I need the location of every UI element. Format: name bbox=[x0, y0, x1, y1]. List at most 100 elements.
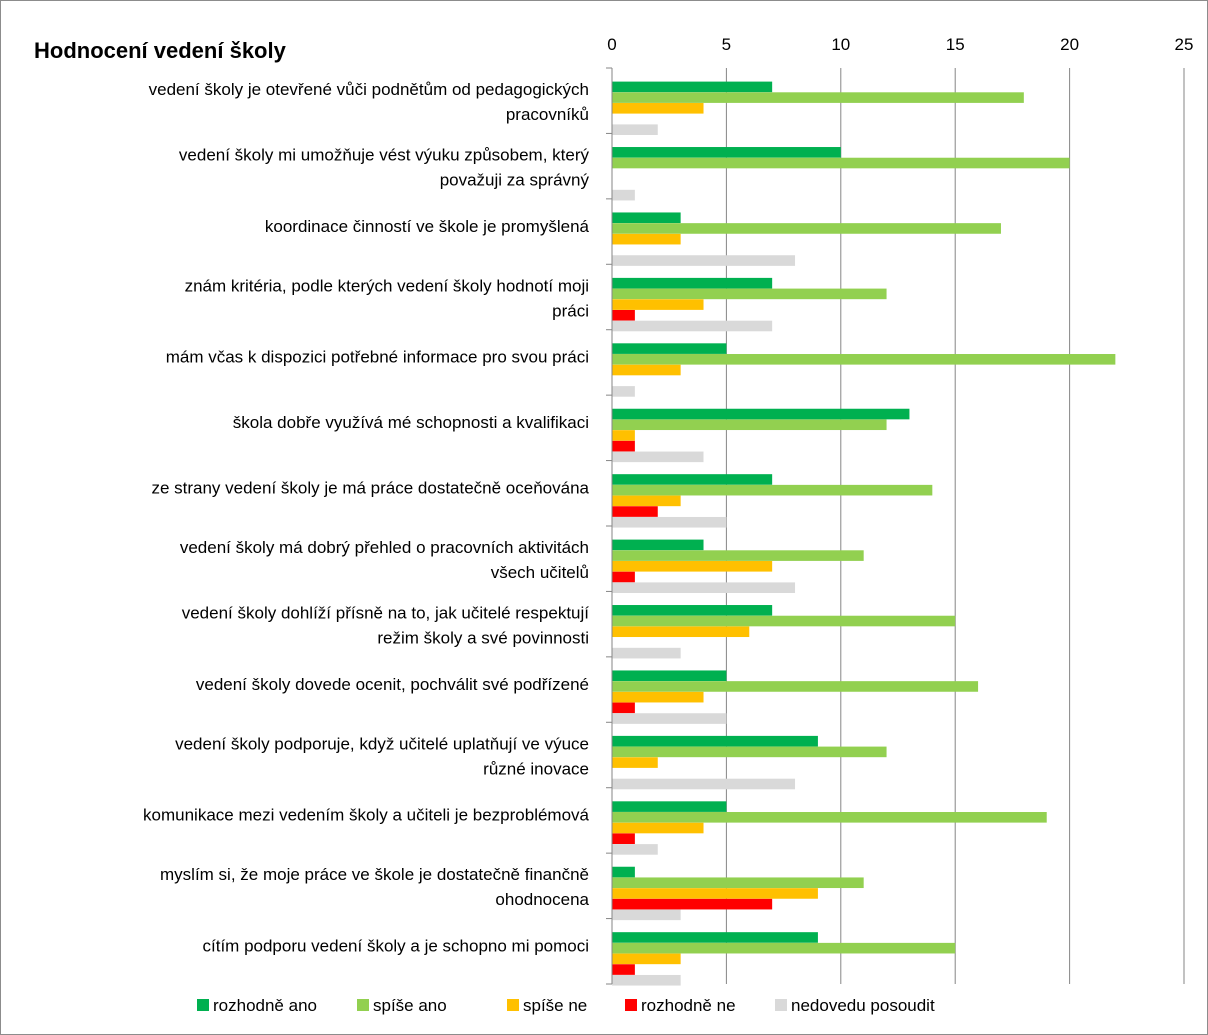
bar bbox=[612, 495, 681, 507]
bar bbox=[612, 877, 864, 889]
bar bbox=[612, 386, 635, 397]
bar bbox=[612, 735, 818, 747]
bar bbox=[612, 223, 1001, 234]
bar bbox=[612, 713, 727, 724]
bar bbox=[612, 419, 887, 431]
bar bbox=[612, 757, 658, 768]
bar bbox=[612, 320, 773, 332]
tick-label: 20 bbox=[1060, 35, 1079, 54]
legend-label: spíše ne bbox=[523, 996, 587, 1015]
bar bbox=[612, 605, 773, 616]
bar bbox=[612, 953, 681, 965]
legend-swatch bbox=[507, 999, 519, 1011]
legend: rozhodně ano spíše ano spíše ne rozhodně ne… bbox=[197, 996, 935, 1015]
bar bbox=[612, 408, 910, 420]
legend-item: rozhodně ne bbox=[625, 996, 736, 1015]
bar bbox=[612, 550, 864, 561]
bar bbox=[612, 670, 727, 682]
chart-title: Hodnocení vedení školy bbox=[34, 38, 287, 63]
bar bbox=[612, 81, 773, 93]
category-label: vedení školy má dobrý přehled o pracovní… bbox=[180, 538, 589, 557]
bar bbox=[612, 189, 635, 201]
bar bbox=[612, 942, 956, 954]
tick-label: 5 bbox=[722, 35, 731, 54]
tick-label: 15 bbox=[946, 35, 965, 54]
bar bbox=[612, 561, 773, 572]
bar bbox=[612, 615, 956, 627]
bar bbox=[612, 147, 841, 158]
legend-item: nedovedu posoudit bbox=[775, 996, 935, 1015]
legend-item: spíše ne bbox=[507, 996, 587, 1015]
bar bbox=[612, 309, 635, 321]
bar bbox=[612, 277, 773, 289]
value-axis: 0 5 10 15 20 25 bbox=[606, 35, 1194, 985]
bar bbox=[612, 354, 1116, 365]
legend-swatch bbox=[357, 999, 369, 1011]
bar bbox=[612, 103, 704, 114]
bar bbox=[612, 691, 704, 703]
bar bbox=[612, 866, 635, 878]
tick-label: 10 bbox=[831, 35, 850, 54]
bar bbox=[612, 833, 635, 845]
category-label: všech učitelů bbox=[491, 563, 589, 582]
category-label: vedení školy mi umožňuje vést výuku způs… bbox=[179, 145, 590, 164]
bar bbox=[612, 746, 887, 758]
legend-label: nedovedu posoudit bbox=[791, 996, 935, 1015]
bar bbox=[612, 964, 635, 975]
bar bbox=[612, 844, 658, 855]
category-label: mám včas k dispozici potřebné informace … bbox=[166, 348, 589, 367]
bar bbox=[612, 571, 635, 583]
category-label: ohodnocena bbox=[495, 890, 589, 909]
bar bbox=[612, 288, 887, 300]
bar bbox=[612, 778, 796, 790]
bar bbox=[612, 932, 818, 943]
bar bbox=[612, 255, 796, 266]
bar bbox=[612, 484, 933, 496]
bar bbox=[612, 506, 658, 517]
bars bbox=[612, 81, 1116, 986]
category-label: vedení školy dohlíží přísně na to, jak u… bbox=[182, 603, 590, 622]
bar bbox=[612, 516, 727, 528]
legend-swatch bbox=[775, 999, 787, 1011]
category-label: pracovníků bbox=[506, 105, 589, 124]
bar bbox=[612, 822, 704, 834]
bar bbox=[612, 451, 704, 463]
bar bbox=[612, 474, 773, 485]
legend-label: rozhodně ne bbox=[641, 996, 736, 1015]
bar bbox=[612, 233, 681, 245]
tick-label: 25 bbox=[1175, 35, 1194, 54]
bar bbox=[612, 702, 635, 714]
bar bbox=[612, 801, 727, 812]
bar bbox=[612, 124, 658, 135]
legend-item: spíše ano bbox=[357, 996, 447, 1015]
category-label: koordinace činností ve škole je promyšle… bbox=[265, 217, 590, 236]
category-label: práci bbox=[552, 301, 589, 320]
category-label: škola dobře využívá mé schopnosti a kval… bbox=[233, 413, 589, 432]
category-label: znám kritéria, podle kterých vedení škol… bbox=[185, 276, 589, 295]
category-label: vedení školy podporuje, když učitelé upl… bbox=[175, 734, 589, 753]
bar bbox=[612, 909, 681, 921]
bar bbox=[612, 974, 681, 986]
category-labels: vedení školy je otevřené vůči podnětům o… bbox=[143, 80, 590, 956]
category-label: považuji za správný bbox=[440, 170, 590, 189]
bar bbox=[612, 539, 704, 551]
category-label: různé inovace bbox=[483, 759, 589, 778]
category-label: myslím si, že moje práce ve škole je dos… bbox=[160, 865, 589, 884]
category-label: ze strany vedení školy je má práce dosta… bbox=[151, 479, 589, 498]
bar bbox=[612, 212, 681, 224]
category-label: režim školy a své povinnosti bbox=[377, 628, 589, 647]
bar bbox=[612, 898, 773, 910]
legend-swatch bbox=[197, 999, 209, 1011]
bar bbox=[612, 440, 635, 452]
bar bbox=[612, 812, 1047, 823]
legend-swatch bbox=[625, 999, 637, 1011]
bar bbox=[612, 647, 681, 659]
category-label: cítím podporu vedení školy a je schopno … bbox=[203, 937, 589, 956]
category-label: vedení školy je otevřené vůči podnětům o… bbox=[149, 80, 589, 99]
legend-item: rozhodně ano bbox=[197, 996, 317, 1015]
bar bbox=[612, 626, 750, 638]
bar bbox=[612, 364, 681, 376]
bar bbox=[612, 681, 979, 692]
